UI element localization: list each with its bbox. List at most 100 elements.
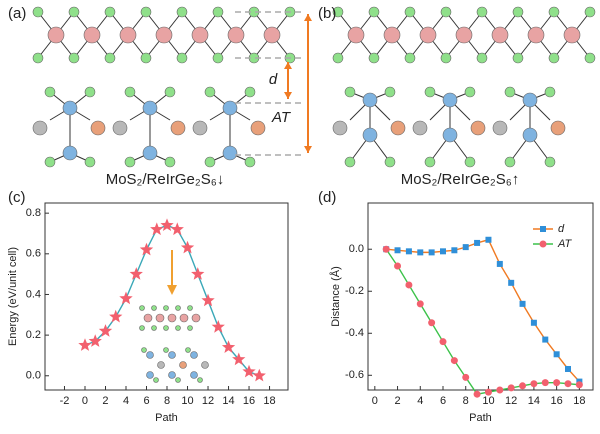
panel-label: (b) [318, 5, 336, 22]
atom [157, 361, 165, 369]
x-tick-label: 10 [181, 395, 193, 407]
caption: MoS₂/ReIrGe₂S₆↑ [401, 171, 520, 188]
atom [140, 52, 152, 64]
x-tick-label: 18 [263, 395, 275, 407]
atom [404, 6, 416, 18]
marker [575, 381, 583, 389]
atom [419, 26, 437, 44]
atom [141, 347, 147, 353]
marker [232, 352, 246, 366]
atom [191, 26, 209, 44]
marker [170, 222, 184, 236]
atom [544, 156, 556, 168]
atom [522, 127, 538, 143]
atom [90, 120, 106, 136]
atom [62, 100, 78, 116]
atom [197, 377, 203, 383]
marker [485, 236, 492, 243]
atom [139, 305, 145, 311]
at-label: AT [271, 109, 292, 126]
atom [124, 156, 136, 168]
marker [473, 390, 481, 398]
atom [44, 86, 56, 98]
atom [368, 6, 380, 18]
marker [394, 262, 402, 270]
atom [464, 86, 476, 98]
atom [440, 6, 452, 18]
x-tick-label: 16 [243, 395, 255, 407]
marker [541, 379, 549, 387]
marker [252, 368, 266, 382]
marker [129, 267, 143, 280]
atom [548, 6, 560, 18]
legend-marker [539, 240, 547, 248]
inset-arrow-head [167, 285, 177, 295]
plot-frame [44, 202, 289, 391]
marker [150, 222, 164, 236]
atom [362, 92, 378, 108]
atom [347, 26, 365, 44]
atom [179, 313, 189, 323]
atom [190, 371, 198, 379]
marker [508, 279, 515, 286]
atom [170, 120, 186, 136]
atom [168, 351, 176, 359]
marker [394, 247, 401, 254]
x-tick-label: 8 [164, 395, 170, 407]
marker [564, 380, 572, 388]
marker [160, 218, 174, 231]
atom [163, 325, 169, 331]
x-tick-label: 2 [394, 395, 400, 407]
atom [187, 325, 193, 331]
atom [167, 313, 177, 323]
x-tick-label: 12 [202, 395, 214, 407]
y-tick-label: -0.6 [345, 369, 364, 381]
atom [244, 156, 256, 168]
atom [504, 86, 516, 98]
atom [140, 6, 152, 18]
atom [83, 26, 101, 44]
y-tick-label: 0.6 [26, 248, 41, 260]
atom [404, 52, 416, 64]
atom [155, 313, 165, 323]
atom [32, 52, 44, 64]
x-tick-label: 10 [482, 395, 494, 407]
atom [512, 52, 524, 64]
x-tick-label: -2 [60, 395, 70, 407]
atom [176, 6, 188, 18]
atom [164, 86, 176, 98]
atom [227, 26, 245, 44]
marker [221, 340, 236, 353]
atom [362, 127, 378, 143]
atom [112, 120, 128, 136]
atom [175, 325, 181, 331]
atom [32, 120, 48, 136]
atom [104, 52, 116, 64]
atom [139, 325, 145, 331]
marker [405, 281, 413, 289]
atom [332, 120, 348, 136]
marker [242, 364, 256, 378]
marker [78, 338, 92, 351]
series-line [385, 248, 580, 395]
atom [153, 377, 159, 383]
atom [563, 26, 581, 44]
atom [142, 145, 158, 161]
atom [222, 145, 238, 161]
atom [124, 86, 136, 98]
atom [584, 6, 596, 18]
marker [542, 336, 549, 343]
atom [176, 52, 188, 64]
y-tick-label: 0.4 [26, 288, 41, 300]
atom [344, 86, 356, 98]
atom [212, 52, 224, 64]
atom [440, 52, 452, 64]
x-tick-label: 8 [463, 395, 469, 407]
atom [146, 371, 154, 379]
marker [109, 309, 123, 323]
atom [442, 92, 458, 108]
atom [185, 347, 191, 353]
atom [464, 156, 476, 168]
legend-marker [540, 226, 546, 232]
marker [553, 351, 560, 358]
